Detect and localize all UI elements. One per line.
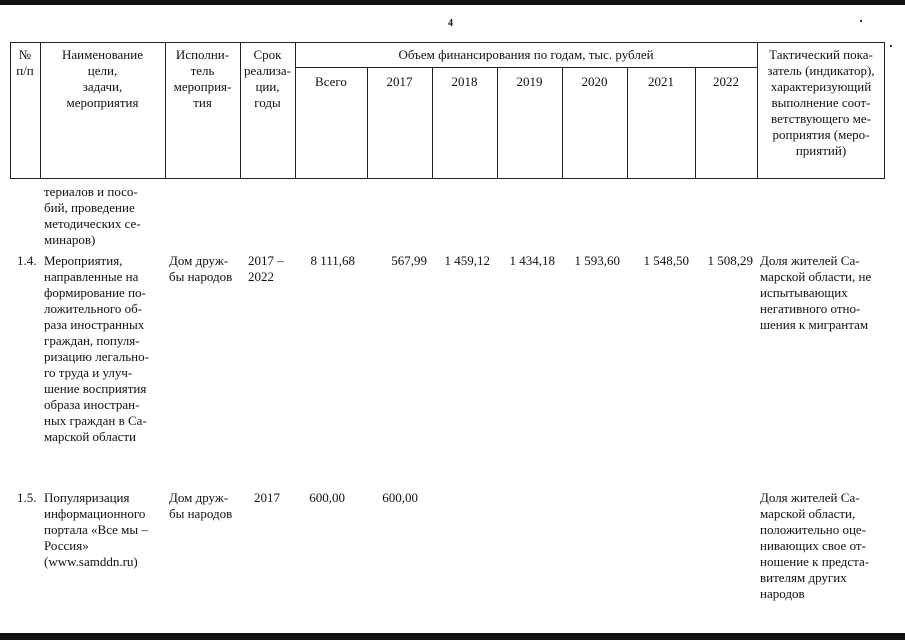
row-indicator: Доля жителей Са- марской области, не исп…	[760, 253, 872, 332]
row-term: 2017	[254, 490, 280, 505]
scan-border-bottom	[0, 633, 905, 640]
page-number: 4	[448, 18, 453, 29]
row-value: 600,00	[382, 490, 418, 505]
row-value: 1 593,60	[574, 253, 621, 268]
header-indicator: Тактический пока- затель (индикатор), ха…	[767, 47, 875, 158]
header-name: Наименование цели, задачи, мероприятия	[62, 47, 143, 110]
row-term: 2017 – 2022	[248, 253, 284, 284]
header-year: 2017	[386, 74, 413, 89]
row-value: 1 459,12	[444, 253, 491, 268]
table-header	[10, 42, 885, 179]
row-value: 1 434,18	[509, 253, 556, 268]
header-num: № п/п	[16, 47, 34, 78]
row-name: Мероприятия, направленные на формировани…	[44, 253, 149, 444]
row-total: 8 111,68	[310, 253, 355, 268]
row-executor: Дом друж- бы народов	[169, 253, 233, 284]
header-total: Всего	[315, 74, 347, 89]
row-value: 567,99	[391, 253, 427, 268]
header-year: 2021	[648, 74, 674, 89]
header-executor: Исполни- тель мероприя- тия	[173, 47, 232, 110]
header-year: 2022	[713, 74, 739, 89]
header-year: 2020	[581, 74, 608, 89]
scan-border-top	[0, 0, 905, 5]
header-year: 2019	[516, 74, 543, 89]
scan-speck	[890, 45, 892, 47]
row-num: 1.4.	[17, 253, 37, 268]
row-executor: Дом друж- бы народов	[169, 490, 233, 521]
row-value: 1 548,50	[643, 253, 690, 268]
scan-speck	[860, 20, 862, 22]
header-term: Срок реализа- ции, годы	[244, 47, 291, 110]
row-indicator: Доля жителей Са- марской области, положи…	[760, 490, 870, 601]
header-year: 2018	[451, 74, 478, 89]
row-num: 1.5.	[17, 490, 37, 505]
header-funding: Объем финансирования по годам, тыс. рубл…	[398, 47, 654, 62]
row-total: 600,00	[309, 490, 345, 505]
row-name: Популяризация информационного портала «В…	[44, 490, 148, 569]
continuation-text: териалов и посо- бий, проведение методич…	[44, 184, 141, 247]
row-value: 1 508,29	[707, 253, 754, 268]
